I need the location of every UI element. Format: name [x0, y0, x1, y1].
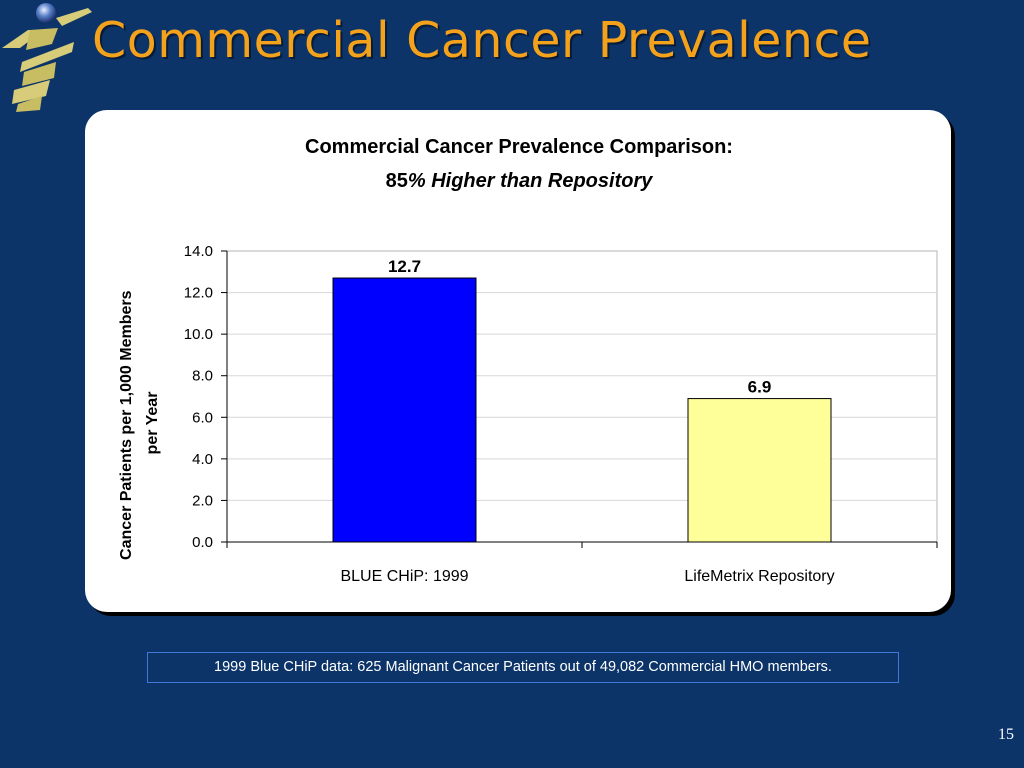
x-category-label: BLUE CHiP: 1999 [340, 568, 468, 585]
plot-area: 0.0 2.0 4.0 6.0 8.0 10.0 12.0 14.0 12.7 BLUE CHiP… [184, 243, 938, 585]
logo-icon [2, 3, 92, 112]
subtitle-text: % Higher than Repository [408, 170, 653, 192]
chart-card: Commercial Cancer Prevalence Comparison:… [85, 110, 951, 612]
y-tick-label: 12.0 [184, 285, 213, 302]
y-axis-label-line1: Cancer Patients per 1,000 Members [118, 290, 135, 560]
y-tick-label: 14.0 [184, 243, 213, 260]
y-tick-label: 2.0 [192, 492, 213, 509]
y-tick-label: 4.0 [192, 451, 213, 468]
y-tick-label: 10.0 [184, 326, 213, 343]
bar-value-label: 6.9 [748, 378, 772, 397]
chart-subtitle: 85% Higher than Repository [386, 170, 654, 192]
chart-title: Commercial Cancer Prevalence Comparison: [305, 136, 733, 158]
y-axis-label: Cancer Patients per 1,000 Members per Ye… [118, 286, 161, 560]
y-tick-label: 6.0 [192, 409, 213, 426]
slide-title: Commercial Cancer Prevalence [92, 12, 872, 69]
x-category-label: LifeMetrix Repository [684, 568, 834, 585]
bar [332, 277, 477, 543]
bar [687, 398, 832, 543]
bar-chart: Commercial Cancer Prevalence Comparison:… [118, 136, 938, 585]
bar-value-label: 12.7 [388, 257, 421, 276]
y-axis-label-line2: per Year [144, 392, 161, 455]
page-number: 15 [998, 726, 1014, 743]
y-tick-label: 0.0 [192, 534, 213, 551]
footnote: 1999 Blue CHiP data: 625 Malignant Cance… [147, 652, 899, 683]
y-tick-label: 8.0 [192, 368, 213, 385]
subtitle-percent: 85 [386, 170, 408, 192]
